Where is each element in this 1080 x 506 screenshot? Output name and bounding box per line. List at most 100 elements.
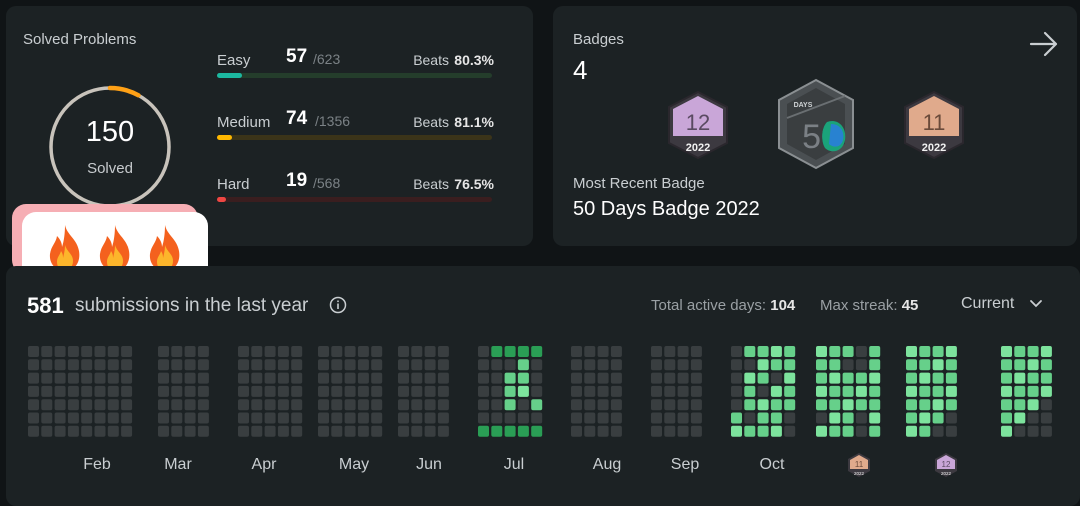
- heatmap-cell[interactable]: [1014, 399, 1026, 411]
- arrow-right-icon[interactable]: [1029, 31, 1059, 57]
- heatmap-cell[interactable]: [81, 412, 93, 424]
- difficulty-row-easy[interactable]: Easy 57 /623 Beats 80.3%: [217, 46, 494, 92]
- heatmap-cell[interactable]: [597, 372, 609, 384]
- heatmap-cell[interactable]: [584, 346, 596, 357]
- heatmap-cell[interactable]: [238, 385, 249, 397]
- heatmap-cell[interactable]: [945, 412, 957, 424]
- heatmap-cell[interactable]: [816, 346, 827, 357]
- heatmap-cell[interactable]: [610, 359, 622, 371]
- heatmap-cell[interactable]: [664, 372, 676, 384]
- heatmap-cell[interactable]: [437, 399, 449, 411]
- heatmap-cell[interactable]: [731, 425, 742, 437]
- heatmap-cell[interactable]: [690, 399, 702, 411]
- heatmap-cell[interactable]: [398, 346, 409, 357]
- heatmap-cell[interactable]: [158, 346, 169, 357]
- heatmap-cell[interactable]: [437, 425, 449, 437]
- heatmap-cell[interactable]: [158, 425, 169, 437]
- heatmap-cell[interactable]: [784, 372, 796, 384]
- heatmap-cell[interactable]: [932, 425, 944, 437]
- heatmap-cell[interactable]: [238, 412, 249, 424]
- heatmap-cell[interactable]: [919, 359, 931, 371]
- heatmap-cell[interactable]: [264, 412, 276, 424]
- heatmap-cell[interactable]: [597, 425, 609, 437]
- badge-50-days-2022[interactable]: DAYS 50: [775, 78, 857, 170]
- heatmap-cell[interactable]: [371, 372, 383, 384]
- heatmap-cell[interactable]: [571, 385, 582, 397]
- heatmap-cell[interactable]: [690, 412, 702, 424]
- heatmap-cell[interactable]: [1014, 425, 1026, 437]
- heatmap-cell[interactable]: [81, 399, 93, 411]
- heatmap-cell[interactable]: [344, 346, 356, 357]
- heatmap-cell[interactable]: [264, 372, 276, 384]
- heatmap-cell[interactable]: [331, 346, 343, 357]
- heatmap-cell[interactable]: [932, 346, 944, 357]
- heatmap-cell[interactable]: [932, 412, 944, 424]
- heatmap-cell[interactable]: [945, 372, 957, 384]
- heatmap-cell[interactable]: [855, 359, 867, 371]
- heatmap-cell[interactable]: [171, 359, 183, 371]
- heatmap-cell[interactable]: [371, 399, 383, 411]
- heatmap-cell[interactable]: [94, 359, 106, 371]
- heatmap-cell[interactable]: [757, 372, 769, 384]
- heatmap-cell[interactable]: [28, 399, 39, 411]
- heatmap-cell[interactable]: [919, 425, 931, 437]
- heatmap-cell[interactable]: [869, 399, 881, 411]
- heatmap-cell[interactable]: [371, 346, 383, 357]
- heatmap-cell[interactable]: [54, 385, 66, 397]
- heatmap-cell[interactable]: [291, 412, 303, 424]
- heatmap-cell[interactable]: [690, 346, 702, 357]
- heatmap-cell[interactable]: [291, 346, 303, 357]
- heatmap-cell[interactable]: [318, 412, 329, 424]
- heatmap-cell[interactable]: [517, 346, 529, 357]
- heatmap-cell[interactable]: [277, 412, 289, 424]
- heatmap-cell[interactable]: [197, 425, 209, 437]
- heatmap-cell[interactable]: [597, 359, 609, 371]
- heatmap-cell[interactable]: [41, 346, 53, 357]
- heatmap-cell[interactable]: [251, 346, 263, 357]
- heatmap-cell[interactable]: [597, 346, 609, 357]
- heatmap-cell[interactable]: [744, 359, 756, 371]
- heatmap-cell[interactable]: [829, 425, 841, 437]
- heatmap-cell[interactable]: [517, 412, 529, 424]
- heatmap-cell[interactable]: [829, 385, 841, 397]
- heatmap-cell[interactable]: [158, 412, 169, 424]
- heatmap-cell[interactable]: [1027, 425, 1039, 437]
- heatmap-cell[interactable]: [664, 399, 676, 411]
- heatmap-cell[interactable]: [869, 412, 881, 424]
- heatmap-cell[interactable]: [531, 372, 543, 384]
- heatmap-cell[interactable]: [491, 412, 503, 424]
- heatmap-cell[interactable]: [1040, 412, 1052, 424]
- heatmap-cell[interactable]: [197, 399, 209, 411]
- heatmap-cell[interactable]: [411, 359, 423, 371]
- heatmap-cell[interactable]: [664, 425, 676, 437]
- heatmap-cell[interactable]: [197, 385, 209, 397]
- period-select[interactable]: Current: [961, 295, 1015, 312]
- heatmap-cell[interactable]: [478, 399, 489, 411]
- heatmap-cell[interactable]: [855, 425, 867, 437]
- heatmap-cell[interactable]: [784, 359, 796, 371]
- heatmap-cell[interactable]: [277, 359, 289, 371]
- heatmap-cell[interactable]: [411, 399, 423, 411]
- heatmap-cell[interactable]: [41, 385, 53, 397]
- heatmap-cell[interactable]: [158, 399, 169, 411]
- heatmap-cell[interactable]: [197, 359, 209, 371]
- heatmap-cell[interactable]: [945, 359, 957, 371]
- heatmap-cell[interactable]: [41, 412, 53, 424]
- heatmap-cell[interactable]: [291, 399, 303, 411]
- heatmap-cell[interactable]: [1001, 372, 1012, 384]
- heatmap-cell[interactable]: [610, 412, 622, 424]
- heatmap-cell[interactable]: [677, 372, 689, 384]
- heatmap-cell[interactable]: [54, 359, 66, 371]
- heatmap-cell[interactable]: [158, 372, 169, 384]
- heatmap-cell[interactable]: [770, 399, 782, 411]
- heatmap-cell[interactable]: [571, 425, 582, 437]
- heatmap-cell[interactable]: [651, 359, 662, 371]
- heatmap-cell[interactable]: [107, 385, 119, 397]
- heatmap-cell[interactable]: [906, 346, 917, 357]
- heatmap-cell[interactable]: [277, 372, 289, 384]
- heatmap-cell[interactable]: [571, 372, 582, 384]
- heatmap-cell[interactable]: [197, 412, 209, 424]
- heatmap-cell[interactable]: [121, 359, 133, 371]
- heatmap-cell[interactable]: [784, 412, 796, 424]
- heatmap-cell[interactable]: [597, 399, 609, 411]
